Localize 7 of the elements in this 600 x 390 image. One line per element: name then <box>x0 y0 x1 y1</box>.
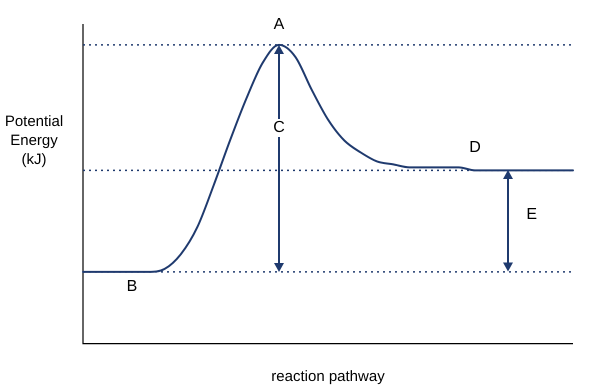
x-axis-title: reaction pathway <box>271 368 386 386</box>
text: A <box>272 16 286 34</box>
annotation: C <box>272 119 286 138</box>
annotation: E <box>525 206 538 224</box>
y-axis-title: Potential Energy (kJ) <box>4 112 64 169</box>
annotation: D <box>468 139 482 158</box>
annotation: B <box>126 278 138 296</box>
